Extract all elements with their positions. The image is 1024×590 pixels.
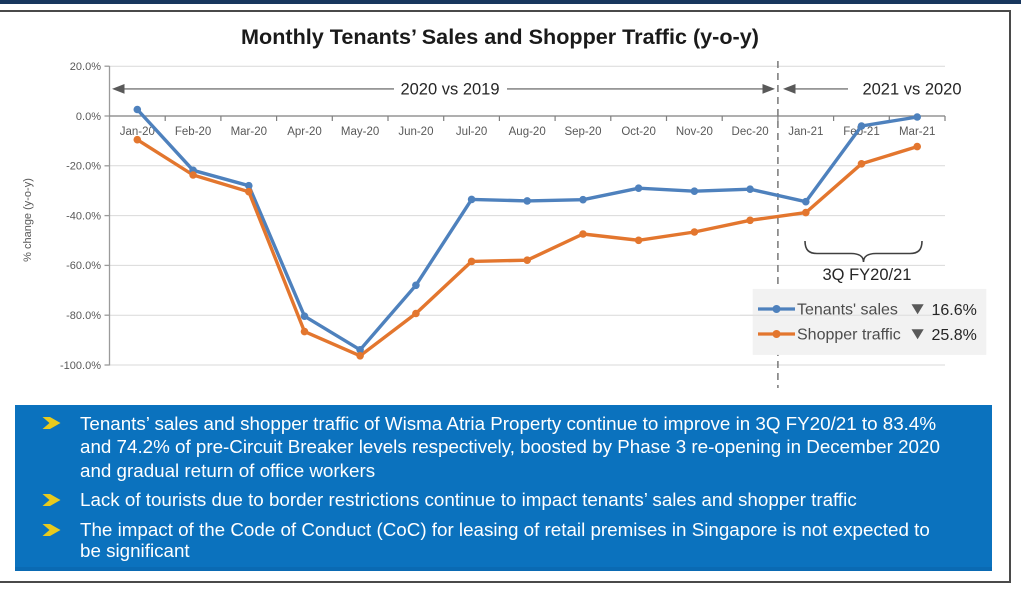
svg-text:2021 vs 2020: 2021 vs 2020 [862,81,961,99]
svg-text:-60.0%: -60.0% [66,260,101,272]
svg-text:Nov-20: Nov-20 [676,126,713,138]
svg-text:Shopper traffic: Shopper traffic [797,327,901,344]
svg-text:Mar-21: Mar-21 [899,126,935,138]
svg-text:Jul-20: Jul-20 [456,126,487,138]
svg-text:Feb-20: Feb-20 [175,126,211,138]
svg-text:16.6%: 16.6% [932,302,977,319]
svg-text:-100.0%: -100.0% [60,360,101,372]
svg-text:May-20: May-20 [341,126,379,138]
svg-text:Aug-20: Aug-20 [509,126,546,138]
svg-text:Jun-20: Jun-20 [398,126,433,138]
svg-text:-80.0%: -80.0% [66,310,101,322]
svg-text:Tenants' sales: Tenants' sales [797,302,898,319]
svg-text:Mar-20: Mar-20 [231,126,267,138]
svg-text:Jan-21: Jan-21 [788,126,823,138]
svg-text:% change (y-o-y): % change (y-o-y) [22,178,34,262]
svg-text:Sep-20: Sep-20 [564,126,601,138]
svg-text:Apr-20: Apr-20 [287,126,322,138]
svg-text:20.0%: 20.0% [70,61,101,73]
svg-text:Jan-20: Jan-20 [120,126,155,138]
svg-text:25.8%: 25.8% [932,327,977,344]
svg-text:Dec-20: Dec-20 [732,126,769,138]
svg-text:-20.0%: -20.0% [66,161,101,173]
svg-text:Monthly Tenants’ Sales and Sho: Monthly Tenants’ Sales and Shopper Traff… [241,24,759,49]
svg-text:-40.0%: -40.0% [66,210,101,222]
svg-text:0.0%: 0.0% [76,111,101,123]
svg-text:2020 vs 2019: 2020 vs 2019 [400,81,499,99]
svg-text:3Q FY20/21: 3Q FY20/21 [823,266,912,284]
svg-text:Oct-20: Oct-20 [621,126,656,138]
svg-text:Feb-21: Feb-21 [843,126,879,138]
